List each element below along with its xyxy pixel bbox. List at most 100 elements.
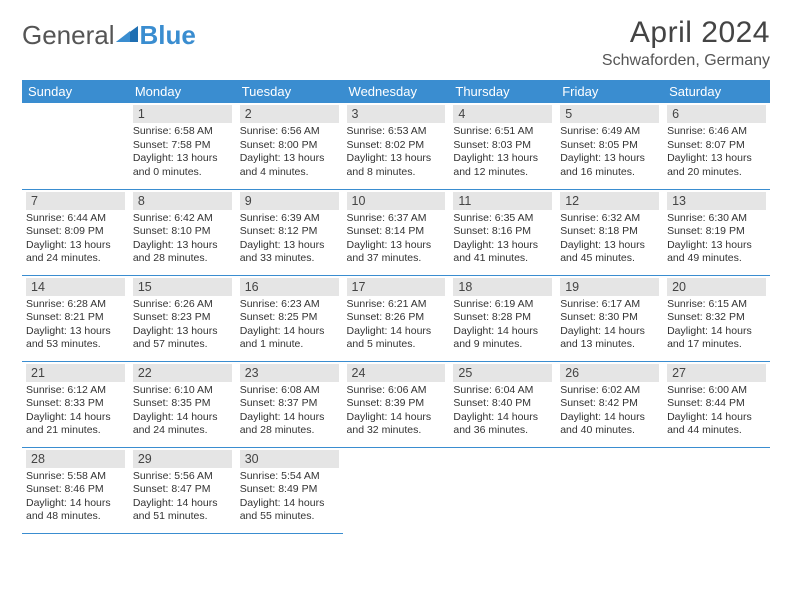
sunrise-text: Sunrise: 6:30 AM xyxy=(667,212,766,226)
day-number: 12 xyxy=(560,192,659,210)
weekday-header: Wednesday xyxy=(343,80,450,103)
logo: General Blue xyxy=(22,16,196,51)
sunrise-text: Sunrise: 6:15 AM xyxy=(667,298,766,312)
daylight-text: Daylight: 13 hours and 0 minutes. xyxy=(133,152,232,179)
day-number: 16 xyxy=(240,278,339,296)
sunrise-text: Sunrise: 6:53 AM xyxy=(347,125,446,139)
calendar-cell: 16Sunrise: 6:23 AMSunset: 8:25 PMDayligh… xyxy=(236,275,343,361)
sunset-text: Sunset: 8:21 PM xyxy=(26,311,125,325)
logo-text-2: Blue xyxy=(140,20,196,51)
sunset-text: Sunset: 8:44 PM xyxy=(667,397,766,411)
daylight-text: Daylight: 14 hours and 9 minutes. xyxy=(453,325,552,352)
sunrise-text: Sunrise: 6:42 AM xyxy=(133,212,232,226)
sunrise-text: Sunrise: 6:28 AM xyxy=(26,298,125,312)
day-number: 17 xyxy=(347,278,446,296)
calendar-body: 1Sunrise: 6:58 AMSunset: 7:58 PMDaylight… xyxy=(22,103,770,533)
daylight-text: Daylight: 14 hours and 44 minutes. xyxy=(667,411,766,438)
daylight-text: Daylight: 14 hours and 13 minutes. xyxy=(560,325,659,352)
sunset-text: Sunset: 8:02 PM xyxy=(347,139,446,153)
day-number: 27 xyxy=(667,364,766,382)
daylight-text: Daylight: 13 hours and 12 minutes. xyxy=(453,152,552,179)
sunset-text: Sunset: 8:07 PM xyxy=(667,139,766,153)
calendar-week-row: 1Sunrise: 6:58 AMSunset: 7:58 PMDaylight… xyxy=(22,103,770,189)
calendar-cell: 1Sunrise: 6:58 AMSunset: 7:58 PMDaylight… xyxy=(129,103,236,189)
calendar-cell: 22 Sunrise: 6:10 AMSunset: 8:35 PMDayligh… xyxy=(129,361,236,447)
day-number: 29 xyxy=(133,450,232,468)
sunrise-text: Sunrise: 6:23 AM xyxy=(240,298,339,312)
day-number: 1 xyxy=(133,105,232,123)
day-number: 25 xyxy=(453,364,552,382)
daylight-text: Daylight: 14 hours and 36 minutes. xyxy=(453,411,552,438)
calendar-cell xyxy=(449,447,556,533)
sunset-text: Sunset: 8:10 PM xyxy=(133,225,232,239)
logo-triangle-icon xyxy=(116,20,138,51)
sunrise-text: Sunrise: 6:58 AM xyxy=(133,125,232,139)
sunrise-text: Sunrise: 6:19 AM xyxy=(453,298,552,312)
sunrise-text: Sunrise: 6:37 AM xyxy=(347,212,446,226)
daylight-text: Daylight: 14 hours and 40 minutes. xyxy=(560,411,659,438)
daylight-text: Daylight: 14 hours and 55 minutes. xyxy=(240,497,339,524)
day-number: 19 xyxy=(560,278,659,296)
day-number: 10 xyxy=(347,192,446,210)
day-number: 8 xyxy=(133,192,232,210)
calendar-cell: 10Sunrise: 6:37 AMSunset: 8:14 PMDayligh… xyxy=(343,189,450,275)
daylight-text: Daylight: 13 hours and 4 minutes. xyxy=(240,152,339,179)
daylight-text: Daylight: 13 hours and 16 minutes. xyxy=(560,152,659,179)
weekday-header: Friday xyxy=(556,80,663,103)
sunrise-text: Sunrise: 6:21 AM xyxy=(347,298,446,312)
calendar-cell: 24Sunrise: 6:06 AMSunset: 8:39 PMDayligh… xyxy=(343,361,450,447)
sunset-text: Sunset: 8:37 PM xyxy=(240,397,339,411)
calendar-cell: 26Sunrise: 6:02 AMSunset: 8:42 PMDayligh… xyxy=(556,361,663,447)
sunset-text: Sunset: 8:42 PM xyxy=(560,397,659,411)
sunset-text: Sunset: 8:28 PM xyxy=(453,311,552,325)
daylight-text: Daylight: 14 hours and 24 minutes. xyxy=(133,411,232,438)
sunset-text: Sunset: 8:30 PM xyxy=(560,311,659,325)
calendar-cell: 27Sunrise: 6:00 AMSunset: 8:44 PMDayligh… xyxy=(663,361,770,447)
day-number: 5 xyxy=(560,105,659,123)
day-number: 7 xyxy=(26,192,125,210)
weekday-header-row: Sunday Monday Tuesday Wednesday Thursday… xyxy=(22,80,770,103)
sunrise-text: Sunrise: 6:39 AM xyxy=(240,212,339,226)
logo-text-1: General xyxy=(22,20,115,51)
calendar-table: Sunday Monday Tuesday Wednesday Thursday… xyxy=(22,80,770,534)
month-title: April 2024 xyxy=(602,16,770,50)
sunset-text: Sunset: 8:18 PM xyxy=(560,225,659,239)
calendar-cell xyxy=(343,447,450,533)
calendar-cell xyxy=(663,447,770,533)
daylight-text: Daylight: 14 hours and 28 minutes. xyxy=(240,411,339,438)
calendar-week-row: 14Sunrise: 6:28 AMSunset: 8:21 PMDayligh… xyxy=(22,275,770,361)
calendar-cell: 14Sunrise: 6:28 AMSunset: 8:21 PMDayligh… xyxy=(22,275,129,361)
calendar-cell: 17Sunrise: 6:21 AMSunset: 8:26 PMDayligh… xyxy=(343,275,450,361)
daylight-text: Daylight: 13 hours and 53 minutes. xyxy=(26,325,125,352)
sunrise-text: Sunrise: 6:08 AM xyxy=(240,384,339,398)
sunrise-text: Sunrise: 6:12 AM xyxy=(26,384,125,398)
daylight-text: Daylight: 13 hours and 49 minutes. xyxy=(667,239,766,266)
daylight-text: Daylight: 13 hours and 24 minutes. xyxy=(26,239,125,266)
calendar-cell: 12Sunrise: 6:32 AMSunset: 8:18 PMDayligh… xyxy=(556,189,663,275)
day-number: 13 xyxy=(667,192,766,210)
sunrise-text: Sunrise: 6:26 AM xyxy=(133,298,232,312)
daylight-text: Daylight: 13 hours and 20 minutes. xyxy=(667,152,766,179)
daylight-text: Daylight: 14 hours and 48 minutes. xyxy=(26,497,125,524)
day-number: 20 xyxy=(667,278,766,296)
sunrise-text: Sunrise: 6:56 AM xyxy=(240,125,339,139)
day-number: 9 xyxy=(240,192,339,210)
calendar-cell: 9Sunrise: 6:39 AMSunset: 8:12 PMDaylight… xyxy=(236,189,343,275)
sunrise-text: Sunrise: 6:10 AM xyxy=(133,384,232,398)
calendar-cell: 23Sunrise: 6:08 AMSunset: 8:37 PMDayligh… xyxy=(236,361,343,447)
sunset-text: Sunset: 8:35 PM xyxy=(133,397,232,411)
calendar-cell: 18 Sunrise: 6:19 AMSunset: 8:28 PMDayligh… xyxy=(449,275,556,361)
location-label: Schwaforden, Germany xyxy=(602,52,770,70)
sunset-text: Sunset: 8:03 PM xyxy=(453,139,552,153)
sunrise-text: Sunrise: 6:35 AM xyxy=(453,212,552,226)
day-number: 11 xyxy=(453,192,552,210)
weekday-header: Saturday xyxy=(663,80,770,103)
day-number: 6 xyxy=(667,105,766,123)
daylight-text: Daylight: 13 hours and 33 minutes. xyxy=(240,239,339,266)
calendar-cell: 19Sunrise: 6:17 AMSunset: 8:30 PMDayligh… xyxy=(556,275,663,361)
day-number: 22 xyxy=(133,364,232,382)
sunrise-text: Sunrise: 6:44 AM xyxy=(26,212,125,226)
day-number: 30 xyxy=(240,450,339,468)
sunset-text: Sunset: 8:26 PM xyxy=(347,311,446,325)
day-number: 18 xyxy=(453,278,552,296)
